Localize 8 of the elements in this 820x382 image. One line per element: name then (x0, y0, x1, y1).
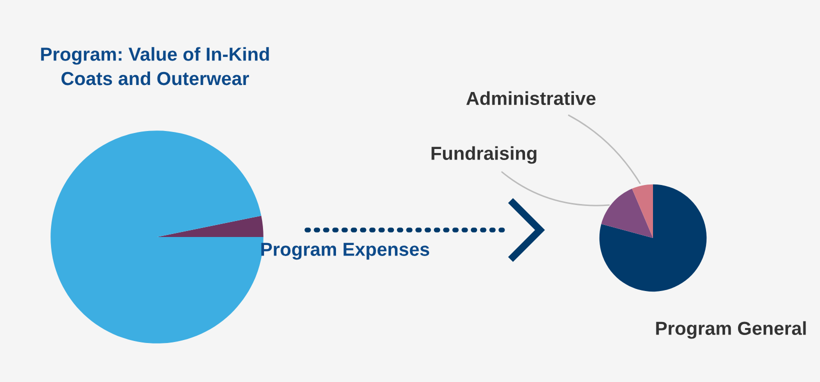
pie-slice (632, 184, 653, 238)
slice-label: Program General (656, 321, 806, 339)
pie-slice (157, 216, 264, 237)
pie-slice (601, 188, 653, 238)
pie-slice (599, 184, 707, 292)
slice-label: Program: Value of In-Kind Coats and Outerwear (41, 47, 269, 86)
slice-label: Fundraising (432, 146, 536, 164)
slice-label: Administrative (466, 91, 596, 106)
